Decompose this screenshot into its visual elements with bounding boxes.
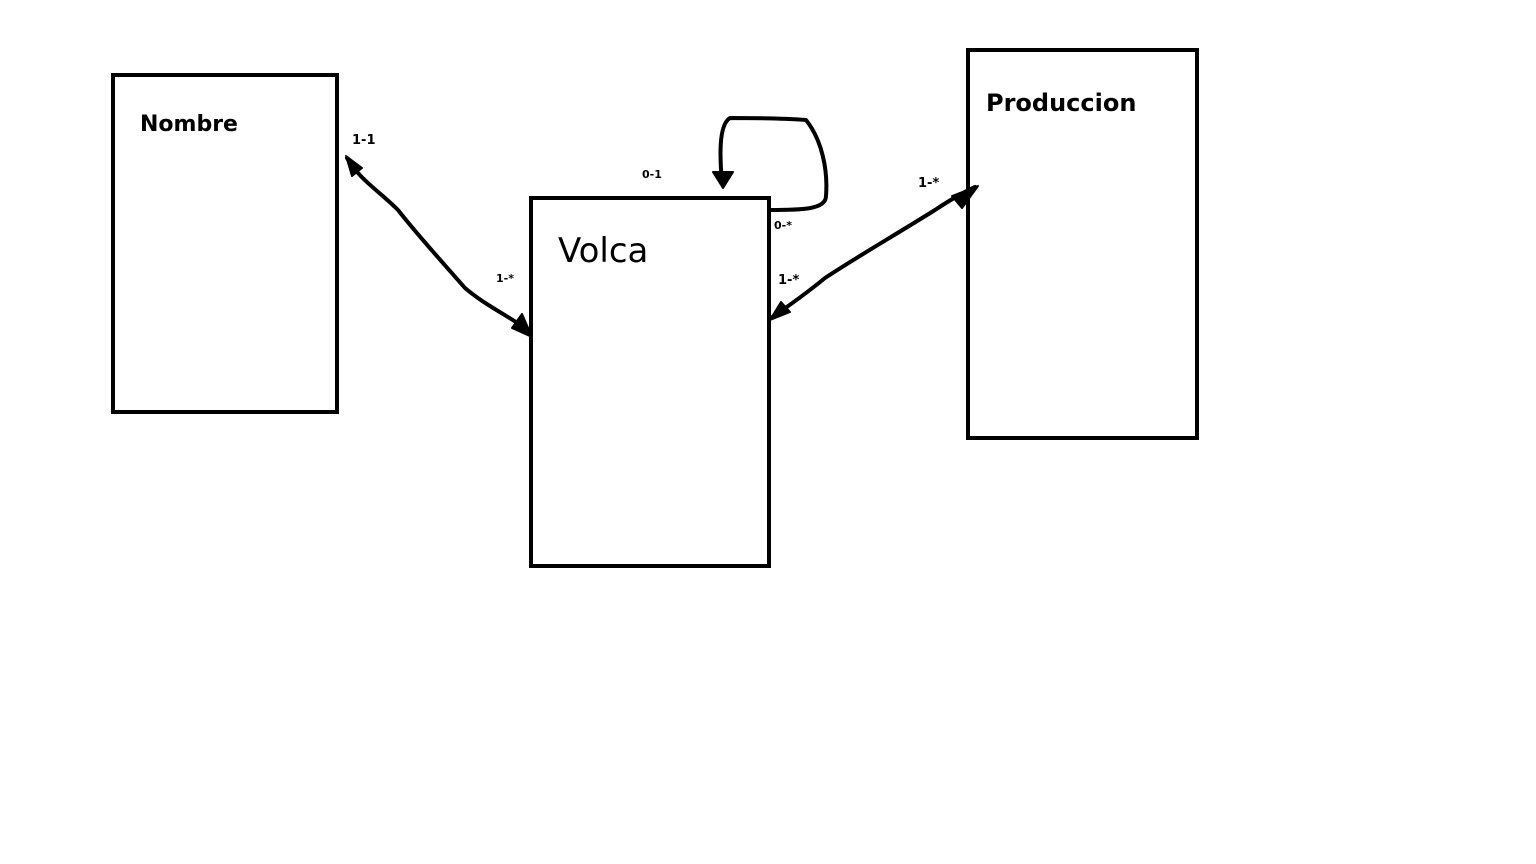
relationship-volcan-self[interactable]: 0-1 0-* (642, 116, 829, 232)
entity-nombre-box (111, 73, 339, 414)
entity-produccion-box (966, 48, 1199, 440)
entity-nombre[interactable]: Nombre (111, 73, 339, 414)
relationship-volcan-produccion[interactable]: 1-* 1-* (769, 176, 979, 321)
relationship-volcan-self-line (718, 116, 829, 212)
relationship-nombre-volcan[interactable]: 1-1 1-* (345, 133, 533, 338)
relationship-volcan-produccion-line (769, 185, 977, 320)
cardinality-volcan-right-side: 1-* (778, 273, 799, 288)
arrow-head-produccion-end (951, 185, 979, 209)
entity-nombre-title: Nombre (140, 112, 238, 137)
relationship-nombre-volcan-line (345, 156, 530, 332)
entity-volcan[interactable]: Volca (529, 196, 771, 568)
cardinality-nombre-side: 1-1 (352, 133, 376, 148)
cardinality-volcan-left-side: 1-* (496, 272, 514, 285)
arrow-head-volcan-left (511, 313, 533, 338)
entity-produccion[interactable]: Produccion (966, 48, 1199, 440)
entity-produccion-title: Produccion (986, 89, 1136, 117)
arrow-head-volcan-right (769, 301, 791, 321)
cardinality-volcan-self-source: 0-1 (642, 168, 662, 181)
cardinality-volcan-self-target: 0-* (774, 219, 792, 232)
arrow-head-volcan-self (712, 171, 734, 189)
cardinality-produccion-side: 1-* (918, 176, 939, 191)
arrow-head-nombre-end (345, 155, 363, 177)
entity-volcan-box (529, 196, 771, 568)
entity-volcan-title: Volca (558, 231, 648, 271)
